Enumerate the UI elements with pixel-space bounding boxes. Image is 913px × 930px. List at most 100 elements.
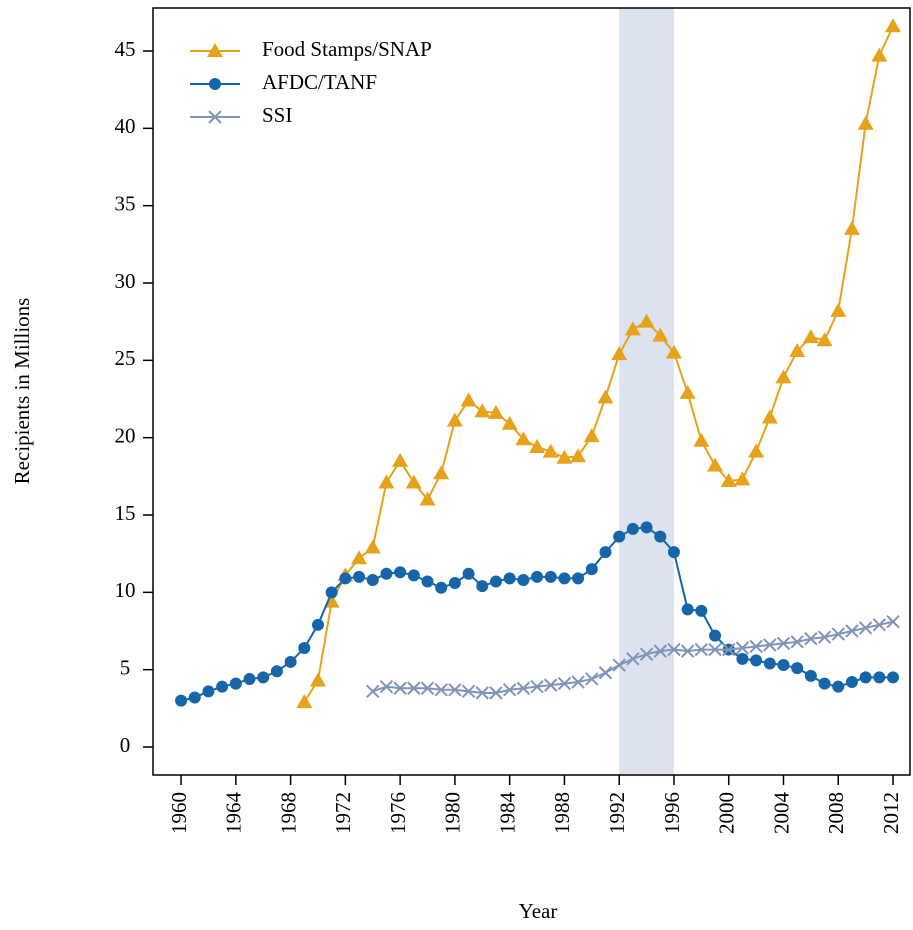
marker [886, 615, 900, 629]
marker [298, 642, 311, 655]
x-tick-label: 1988 [550, 792, 574, 834]
marker [858, 621, 873, 635]
marker [405, 474, 422, 489]
marker [611, 346, 628, 361]
marker [816, 332, 833, 347]
legend-marker [208, 110, 222, 124]
marker [229, 677, 242, 690]
x-tick-label: 1972 [331, 792, 355, 834]
marker [517, 573, 530, 586]
marker [434, 683, 448, 697]
marker [339, 572, 352, 585]
marker [873, 671, 886, 684]
marker [720, 472, 737, 487]
marker [831, 627, 845, 641]
marker [462, 567, 475, 580]
x-tick-label: 1984 [495, 792, 519, 835]
marker [652, 327, 669, 342]
marker [419, 491, 436, 506]
marker [763, 638, 777, 652]
marker [558, 572, 571, 585]
marker [626, 652, 640, 666]
marker [421, 575, 434, 588]
marker [379, 679, 394, 694]
marker [325, 586, 338, 599]
marker [378, 474, 395, 489]
plot-frame [152, 7, 911, 776]
marker [585, 563, 598, 576]
marker [736, 652, 749, 665]
legend: Food Stamps/SNAP AFDC/TANF SSI [190, 37, 432, 127]
marker [461, 684, 476, 699]
marker [845, 624, 859, 638]
marker [818, 677, 831, 690]
marker [188, 691, 201, 704]
x-tick-label: 2004 [769, 792, 793, 835]
marker [708, 642, 722, 657]
marker [654, 530, 667, 543]
marker [804, 669, 817, 682]
y-tick-label: 30 [115, 269, 136, 293]
marker [626, 522, 639, 535]
marker [257, 671, 270, 684]
marker [790, 635, 804, 649]
marker [872, 618, 887, 632]
legend-label: AFDC/TANF [262, 70, 377, 94]
marker [394, 566, 407, 579]
marker [775, 369, 792, 384]
series-line [303, 25, 894, 703]
marker [448, 577, 461, 590]
marker [598, 666, 613, 680]
marker [435, 581, 448, 594]
marker [503, 572, 516, 585]
y-axis-label: Recipients in Millions [10, 298, 34, 485]
marker [489, 575, 502, 588]
y-tick-label: 35 [115, 191, 136, 215]
marker [776, 636, 791, 651]
marker [735, 641, 750, 655]
marker [599, 546, 612, 559]
marker [544, 678, 558, 692]
marker [722, 642, 736, 657]
marker [502, 683, 517, 697]
y-tick-label: 40 [115, 114, 136, 138]
marker [749, 639, 763, 654]
legend-marker [209, 78, 221, 90]
marker [572, 572, 585, 585]
marker [859, 671, 872, 684]
series-line [180, 526, 894, 702]
marker [175, 694, 188, 707]
marker [845, 676, 858, 689]
marker [612, 658, 626, 672]
marker [420, 681, 435, 695]
marker [734, 471, 751, 486]
x-axis-label: Year [519, 899, 558, 923]
legend-marker [207, 43, 223, 57]
marker [393, 681, 407, 695]
marker [693, 432, 710, 447]
marker [789, 343, 806, 358]
x-tick-label: 1960 [167, 792, 191, 834]
marker [665, 344, 682, 359]
marker [777, 659, 790, 672]
marker [544, 570, 557, 583]
marker [639, 647, 654, 661]
marker [284, 655, 297, 668]
marker [640, 521, 653, 534]
marker [761, 409, 778, 424]
y-tick-label: 15 [115, 501, 136, 525]
marker [887, 671, 900, 684]
marker [571, 675, 585, 689]
marker [583, 428, 600, 443]
marker [748, 443, 765, 458]
marker [843, 220, 860, 235]
marker [501, 415, 518, 430]
marker [296, 694, 313, 709]
marker [446, 412, 463, 427]
marker [487, 404, 504, 419]
marker [695, 604, 708, 617]
marker [353, 570, 366, 583]
marker [202, 685, 215, 698]
marker [474, 403, 491, 418]
